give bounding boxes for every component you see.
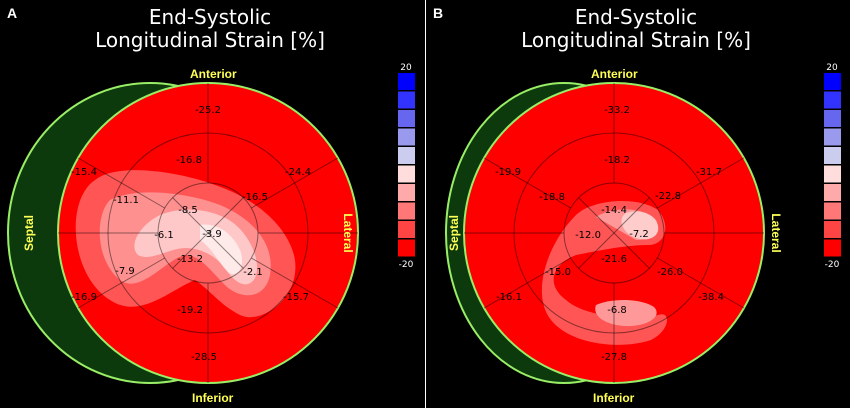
segment-apical-lateral: -7.2 [629, 229, 649, 240]
segment-mid-inferolateral: -2.1 [243, 267, 263, 278]
segment-mid-inferior: -6.8 [607, 305, 627, 316]
segment-basal-inferolateral: -15.7 [283, 292, 309, 303]
apical-ring [157, 182, 259, 284]
heat-zone-core [200, 224, 243, 275]
segment-basal-inferoseptal: -16.1 [496, 292, 522, 303]
scale-swatch [398, 202, 415, 220]
segment-apical-septal: -6.1 [154, 230, 174, 241]
heat-zone-inner [621, 211, 659, 240]
segment-dividers [58, 83, 358, 383]
color-scale: 20 -20 [398, 63, 415, 270]
scale-swatch [824, 221, 841, 238]
scale-swatch [824, 239, 841, 257]
scale-swatch [824, 184, 841, 201]
segment-mid-inferolateral: -26.0 [657, 267, 683, 278]
bullseye-plot: Anterior Inferior Septal Lateral -25.2 -… [7, 63, 415, 405]
scale-swatch [824, 91, 841, 109]
scale-swatch [398, 91, 415, 109]
scale-min-label: -20 [825, 260, 840, 270]
segment-apical-lateral: -3.9 [202, 229, 222, 240]
mid-ring [513, 132, 715, 334]
scale-swatch [398, 128, 415, 146]
color-scale: 20 -20 [824, 63, 841, 270]
bullseye-plot: Anterior Inferior Septal Lateral -33.2 -… [445, 63, 841, 405]
segment-mid-anterior: -16.8 [176, 155, 202, 166]
scale-swatch [824, 165, 841, 183]
apical-ring [563, 182, 665, 284]
scale-swatch [824, 73, 841, 90]
scale-swatch [398, 110, 415, 127]
segment-dividers [464, 83, 764, 383]
segment-basal-anteroseptal: -15.4 [71, 167, 97, 178]
label-anterior: Anterior [190, 67, 237, 81]
segment-apical-inferior: -21.6 [601, 254, 627, 265]
segment-mid-anterolateral: -16.5 [242, 192, 268, 203]
scale-swatch [824, 110, 841, 127]
label-anterior: Anterior [591, 67, 638, 81]
label-inferior: Inferior [192, 391, 234, 405]
segment-mid-anterior: -18.2 [604, 155, 630, 166]
segment-basal-inferolateral: -38.4 [698, 292, 724, 303]
label-septal: Septal [447, 215, 461, 251]
scale-swatch [398, 165, 415, 183]
strain-heat-zones [75, 170, 296, 318]
title-line-2: Longitudinal Strain [%] [521, 28, 751, 52]
segment-mid-anteroseptal: -18.8 [539, 192, 565, 203]
scale-swatch [398, 73, 415, 90]
segment-basal-anteroseptal: -19.9 [495, 167, 521, 178]
segment-basal-inferoseptal: -16.9 [71, 292, 97, 303]
chart-title: End-Systolic Longitudinal Strain [%] [486, 6, 786, 52]
title-line-1: End-Systolic [574, 5, 698, 29]
heat-zone-lower [595, 299, 657, 327]
segment-basal-anterior: -25.2 [195, 105, 221, 116]
scale-swatch [398, 239, 415, 257]
scale-swatch [398, 184, 415, 201]
panel-letter: B [433, 5, 444, 21]
scale-max-label: 20 [400, 63, 412, 73]
scale-swatch [824, 147, 841, 164]
panel-letter: A [7, 5, 18, 21]
chart-title: End-Systolic Longitudinal Strain [%] [60, 6, 360, 52]
title-line-2: Longitudinal Strain [%] [95, 28, 325, 52]
segment-basal-anterior: -33.2 [604, 105, 630, 116]
segment-apical-anterior: -8.5 [178, 205, 198, 216]
label-septal: Septal [22, 215, 36, 251]
segment-mid-inferoseptal: -15.0 [545, 267, 571, 278]
segment-mid-inferior: -19.2 [177, 305, 203, 316]
panel-b: B End-Systolic Longitudinal Strain [%] [425, 0, 850, 408]
segment-mid-anteroseptal: -11.1 [113, 195, 139, 206]
label-lateral: Lateral [341, 213, 355, 252]
segment-mid-inferoseptal: -7.9 [115, 266, 135, 277]
panel-a: A End-Systolic Longitudinal Strain [%] [0, 0, 425, 408]
segment-mid-anterolateral: -22.8 [655, 191, 681, 202]
segment-basal-inferior: -28.5 [191, 352, 217, 363]
scale-swatch [398, 221, 415, 238]
segment-basal-anterolateral: -24.4 [285, 167, 311, 178]
scale-max-label: 20 [826, 63, 838, 73]
scale-swatch [824, 202, 841, 220]
label-inferior: Inferior [593, 391, 635, 405]
scale-swatch [398, 147, 415, 164]
label-lateral: Lateral [769, 213, 783, 252]
segment-apical-inferior: -13.2 [177, 254, 203, 265]
segment-basal-inferior: -27.8 [601, 352, 627, 363]
segment-apical-septal: -12.0 [575, 230, 601, 241]
scale-swatch [824, 128, 841, 146]
scale-min-label: -20 [399, 260, 414, 270]
strain-heat-zones [541, 200, 668, 345]
segment-basal-anterolateral: -31.7 [696, 167, 722, 178]
title-line-1: End-Systolic [148, 5, 272, 29]
mid-ring [107, 132, 309, 334]
segment-apical-anterior: -14.4 [601, 205, 627, 216]
